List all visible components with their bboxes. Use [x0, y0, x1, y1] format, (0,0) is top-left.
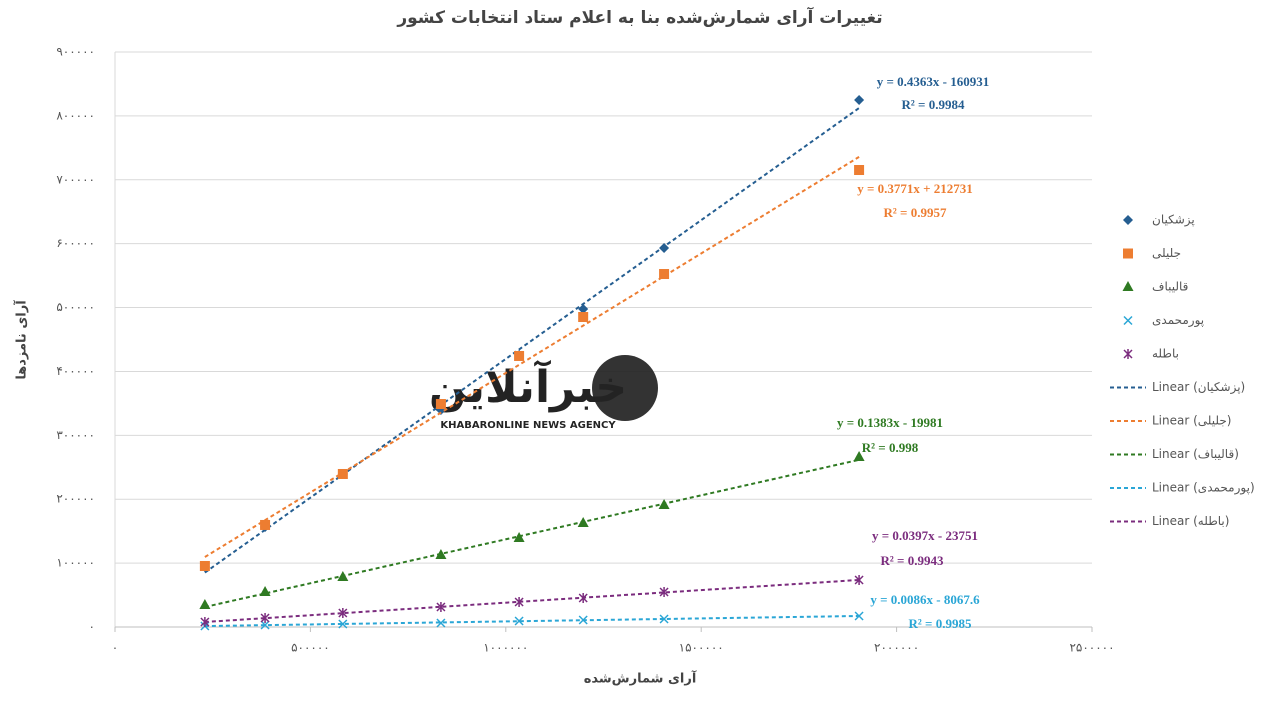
point — [337, 570, 349, 581]
trendline — [204, 156, 860, 558]
y-tick-label: ۴۰۰۰۰۰ — [56, 364, 95, 378]
point — [578, 592, 588, 603]
point — [853, 450, 865, 461]
x-tick-label: ۰ — [112, 641, 118, 655]
point — [338, 619, 348, 629]
point — [514, 350, 525, 361]
y-tick-label: ۵۰۰۰۰۰ — [56, 300, 95, 314]
x-tick-label: ۱۰۰۰۰۰۰ — [483, 641, 528, 655]
point — [577, 516, 589, 527]
trendline — [204, 107, 860, 574]
grid — [114, 51, 1093, 632]
point — [578, 312, 589, 323]
point — [338, 608, 348, 619]
watermark: خبرآنلاین KHABARONLINE NEWS AGENCY — [429, 355, 658, 431]
legend-label: Linear (جلیلی) — [1152, 414, 1231, 428]
trendline — [204, 614, 860, 628]
point — [260, 612, 270, 623]
point — [337, 468, 348, 479]
point — [436, 602, 446, 613]
point — [658, 498, 670, 509]
point — [659, 586, 669, 597]
point — [513, 532, 525, 543]
trend-equation: y = 0.1383x - 19981 — [837, 415, 943, 430]
point — [260, 620, 270, 630]
chart-title: تغییرات آرای شمارش‌شده بنا به اعلام ستاد… — [396, 6, 882, 28]
x-tick-label: ۲۰۰۰۰۰۰ — [874, 641, 919, 655]
legend-label: باطله — [1152, 347, 1179, 361]
legend-marker — [1123, 349, 1133, 359]
trend-equation: y = 0.0397x - 23751 — [872, 528, 978, 543]
y-tick-label: ۱۰۰۰۰۰ — [56, 556, 95, 570]
y-tick-label: ۹۰۰۰۰۰ — [56, 45, 95, 59]
point — [659, 614, 669, 624]
trend-r2: R² = 0.9985 — [909, 616, 972, 631]
x-axis-label: آرای شمارش‌شده — [584, 670, 697, 687]
legend-marker — [1122, 281, 1134, 291]
legend-label: جلیلی — [1152, 246, 1181, 260]
point — [854, 165, 865, 176]
trend-r2: R² = 0.9984 — [902, 97, 965, 112]
point — [436, 618, 446, 628]
point — [578, 304, 589, 315]
y-tick-label: ۸۰۰۰۰۰ — [56, 108, 95, 122]
trend-equation: y = 0.4363x - 160931 — [877, 74, 990, 89]
point — [854, 611, 864, 621]
point — [514, 616, 524, 626]
point — [260, 519, 271, 530]
legend-label: Linear (پورمحمدی) — [1152, 481, 1255, 496]
point — [435, 548, 447, 559]
point — [854, 94, 865, 105]
point — [659, 243, 670, 254]
point — [435, 399, 446, 410]
point — [199, 599, 211, 610]
legend-label: Linear (پزشکیان) — [1152, 380, 1245, 395]
point — [514, 597, 524, 608]
legend-label: Linear (باطله) — [1152, 514, 1229, 528]
legend-label: پزشکیان — [1152, 213, 1195, 228]
x-tick-label: ۱۵۰۰۰۰۰ — [679, 641, 724, 655]
point — [578, 615, 588, 625]
y-tick-label: ۶۰۰۰۰۰ — [56, 236, 95, 250]
watermark-text: خبرآنلاین — [429, 359, 627, 413]
watermark-globe — [592, 355, 658, 421]
x-tick-label: ۲۵۰۰۰۰۰ — [1069, 641, 1114, 655]
trend-equation: y = 0.0086x - 8067.6 — [870, 592, 980, 607]
y-tick-label: ۷۰۰۰۰۰ — [56, 172, 95, 186]
y-tick-label: ۰ — [89, 620, 95, 634]
y-tick-label: ۳۰۰۰۰۰ — [56, 428, 95, 442]
trend-r2: R² = 0.998 — [862, 440, 919, 455]
trend-equation: y = 0.3771x + 212731 — [857, 181, 973, 196]
point — [200, 617, 210, 628]
trendline — [204, 578, 860, 623]
y-tick-label: ۲۰۰۰۰۰ — [56, 492, 95, 506]
legend-label: قالیباف — [1152, 280, 1188, 294]
legend-marker — [1123, 215, 1133, 225]
trend-r2: R² = 0.9943 — [881, 553, 944, 568]
legend-marker — [1123, 248, 1133, 259]
watermark-subtitle: KHABARONLINE NEWS AGENCY — [440, 420, 616, 431]
point — [854, 574, 864, 585]
trendline — [204, 458, 860, 608]
legend-label: پورمحمدی — [1152, 313, 1204, 328]
legend-label: Linear (قالیباف) — [1152, 447, 1239, 461]
point — [659, 269, 670, 280]
point — [199, 560, 210, 571]
x-tick-label: ۵۰۰۰۰۰ — [291, 641, 330, 655]
legend-marker — [1123, 315, 1133, 326]
y-axis-label: آرای نامزدها — [13, 300, 30, 380]
point — [259, 585, 271, 596]
trend-r2: R² = 0.9957 — [884, 205, 947, 220]
